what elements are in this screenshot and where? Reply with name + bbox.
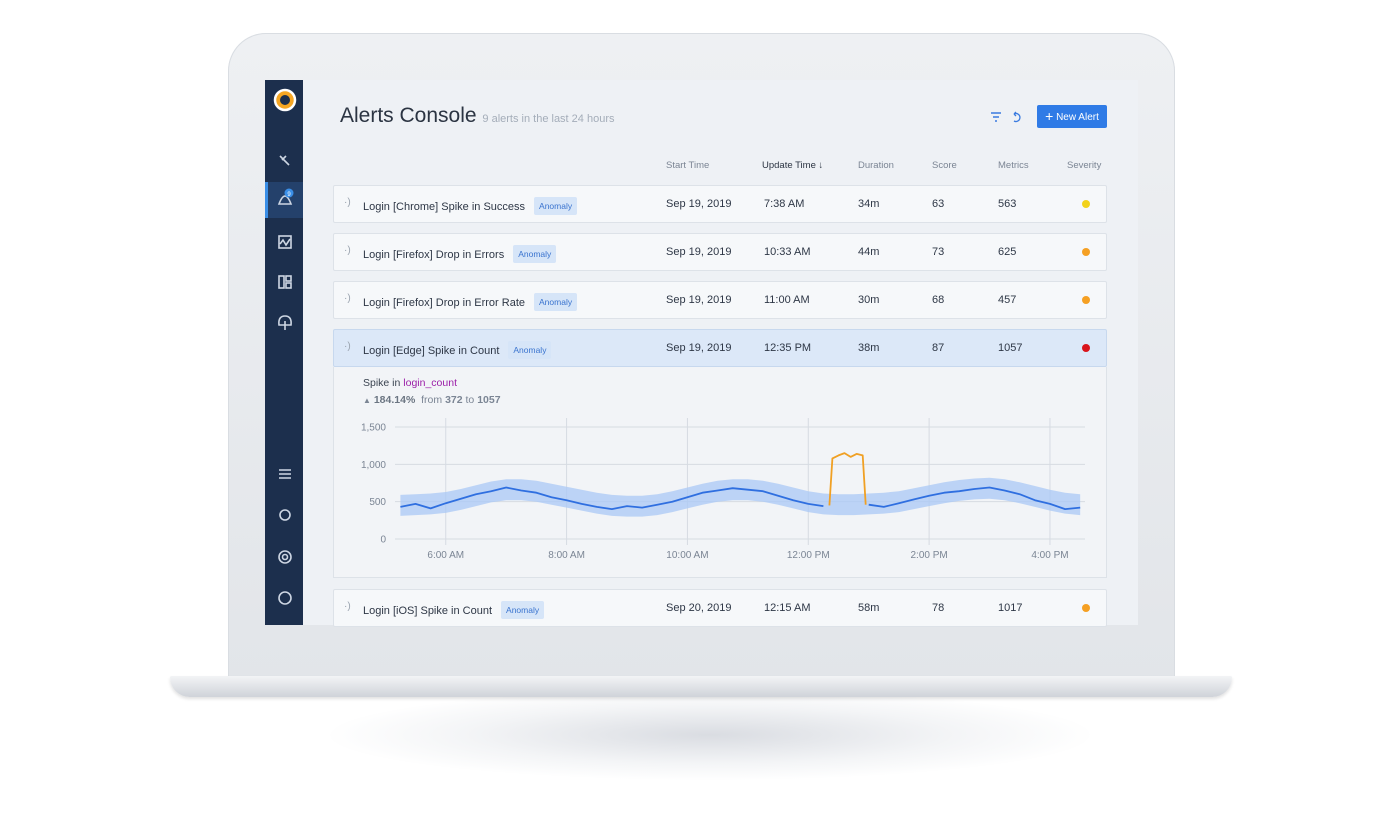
column-header: Metrics [998,160,1029,171]
cell-score: 63 [932,198,945,210]
cell-update: 12:35 PM [764,342,812,354]
alert-name: Login [iOS] Spike in Count Anomaly [363,601,545,619]
cell-metrics: 563 [998,198,1017,210]
from-value: 372 [445,394,463,406]
alert-tag: Anomaly [508,341,552,359]
severity-dot [1082,344,1090,352]
cell-score: 87 [932,342,945,354]
from-label: from [421,394,443,406]
alert-tag: Anomaly [534,293,578,311]
toolbar-icons[interactable] [988,110,1024,124]
cell-metrics: 1017 [998,602,1023,614]
alert-row[interactable] [333,589,1107,627]
alert-name: Login [Edge] Spike in Count Anomaly [363,341,552,359]
y-tick-label: 1,000 [361,460,386,471]
alert-name: Login [Chrome] Spike in Success Anomaly [363,197,578,215]
x-tick-label: 4:00 PM [1031,550,1068,561]
row-icon: ·) [344,601,351,612]
alert-row[interactable] [333,233,1107,271]
cell-metrics: 625 [998,246,1017,258]
y-tick-label: 500 [369,497,386,508]
column-header: Severity [1067,160,1102,171]
page-title: Alerts Console [340,104,477,127]
sidebar-icons: 9 [273,88,297,605]
y-tick-label: 0 [380,535,386,546]
row-icon: ·) [344,293,351,304]
severity-dot [1082,248,1090,256]
series-line [400,486,1081,510]
header: Alerts Console 9 alerts in the last 24 h… [340,104,614,128]
alert-tag: Anomaly [501,601,545,619]
cell-metrics: 457 [998,294,1017,306]
alert-name: Login [Firefox] Drop in Errors Anomaly [363,245,557,263]
cell-start: Sep 20, 2019 [666,602,732,614]
row-icon: ·) [344,197,351,208]
change-value: 184.14% [373,394,416,406]
x-tick-label: 2:00 PM [910,550,947,561]
cell-duration: 58m [858,602,880,614]
to-value: 1057 [477,394,501,406]
cell-score: 78 [932,602,945,614]
series-line [828,452,867,506]
sidebar [265,80,303,625]
alert-row[interactable] [333,185,1107,223]
row-icon: ·) [344,245,351,256]
x-tick-label: 8:00 AM [548,550,585,561]
x-tick-label: 10:00 AM [666,550,708,561]
alert-name: Login [Firefox] Drop in Error Rate Anomal… [363,293,578,311]
cell-duration: 44m [858,246,880,258]
column-header: Start Time [666,160,710,171]
cell-score: 73 [932,246,945,258]
column-header: Duration [858,160,894,171]
page-subtitle: 9 alerts in the last 24 hours [482,113,615,125]
cell-start: Sep 19, 2019 [666,198,732,210]
confidence-band [400,477,1081,517]
severity-dot [1082,604,1090,612]
detail-panel [333,367,1107,578]
active-nav [265,182,303,218]
cell-start: Sep 19, 2019 [666,246,732,258]
detail-metric: login_count [403,377,457,389]
cell-start: Sep 19, 2019 [666,342,732,354]
detail-heading: Spike in login_count [363,377,457,389]
cell-duration: 34m [858,198,880,210]
row-icon: ·) [344,341,351,352]
x-tick-label: 6:00 AM [427,550,464,561]
cell-update: 10:33 AM [764,246,811,258]
detail-prefix: Spike in [363,377,401,389]
alert-tag: Anomaly [534,197,578,215]
cell-metrics: 1057 [998,342,1023,354]
button-label: New Alert [1056,112,1099,123]
alert-tag: Anomaly [513,245,557,263]
alert-row[interactable] [333,281,1107,319]
alert-row[interactable] [333,329,1107,367]
cell-update: 7:38 AM [764,198,805,210]
cell-duration: 30m [858,294,880,306]
cell-start: Sep 19, 2019 [666,294,732,306]
column-header[interactable]: Update Time ↓ [762,160,824,171]
detail-change: ▲ 184.14% from 372 to 1057 [363,394,501,406]
laptop-shadow [330,690,1090,780]
column-header: Score [932,160,957,171]
cell-score: 68 [932,294,945,306]
cell-update: 11:00 AM [764,294,810,306]
to-label: to [465,394,475,406]
x-tick-label: 12:00 PM [787,550,830,561]
severity-dot [1082,296,1090,304]
y-tick-label: 1,500 [361,423,386,434]
severity-dot [1082,200,1090,208]
new-alert-button[interactable]: + New Alert [1037,105,1107,128]
laptop-base [170,676,1232,697]
cell-update: 12:15 AM [764,602,811,614]
notification-badge: 9 [287,192,291,198]
cell-duration: 38m [858,342,880,354]
